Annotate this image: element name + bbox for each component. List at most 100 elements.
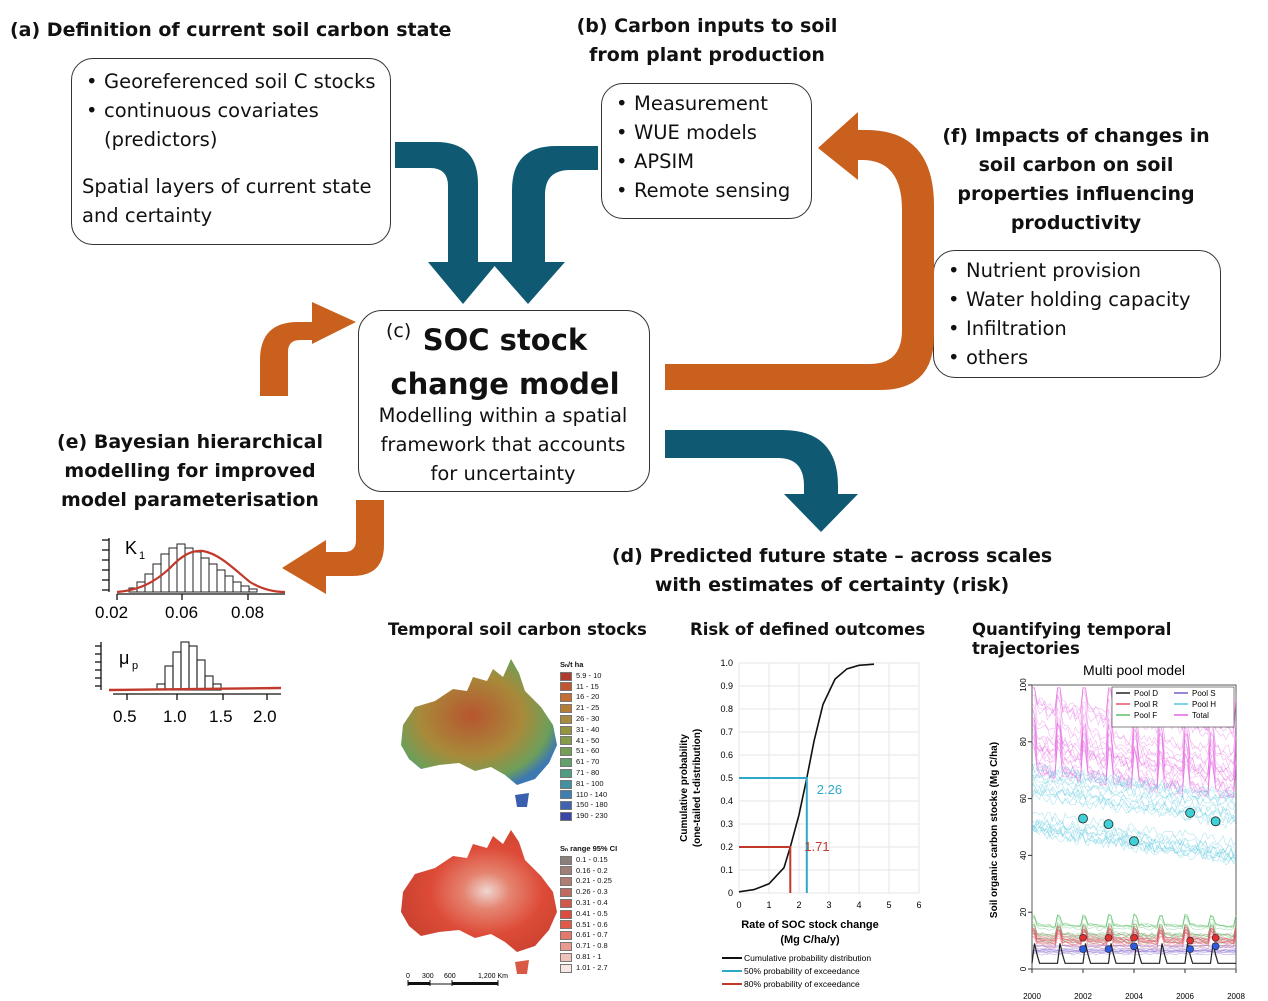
y-tick-label: 0 [728, 888, 733, 898]
legend-row: 0.16 - 0.2 [560, 866, 617, 877]
legend-entry: Pool F [1134, 711, 1157, 720]
tick-label: 2.0 [253, 707, 277, 726]
legend-entry: 50% probability of exceedance [744, 966, 860, 976]
mup-prior-line [108, 686, 282, 692]
pool-s-trace [1031, 952, 1237, 956]
total-trace [1031, 719, 1237, 779]
legend-swatch [560, 671, 572, 681]
list-item: Nutrient provision [944, 256, 1214, 285]
p80-annotation: 1.71 [804, 839, 829, 854]
tasmania-shape [515, 793, 529, 807]
legend-swatch [560, 747, 572, 757]
y-tick-label: 0.4 [720, 796, 733, 806]
scale-tick: 0 [406, 973, 410, 980]
legend-swatch [560, 768, 572, 778]
legend-entry: Pool H [1192, 700, 1216, 709]
scale-tick: 300 [422, 973, 434, 980]
legend-label: 0.31 - 0.4 [576, 897, 608, 907]
observation-point [1211, 933, 1220, 942]
total-trace [1031, 723, 1237, 783]
y-tick-label: 0.9 [720, 681, 733, 691]
legend-row: 0.71 - 0.8 [560, 941, 617, 952]
x-tick-label: 2000 [1023, 992, 1041, 1001]
legend-entry: Total [1192, 711, 1209, 720]
legend-row: 0.51 - 0.6 [560, 920, 617, 931]
panel-c-description: Modelling within a spatial framework tha… [378, 404, 628, 485]
legend-swatch [560, 801, 572, 811]
y-tick-label: 0.7 [720, 727, 733, 737]
legend-swatch [560, 888, 572, 898]
observation-point [1103, 819, 1114, 830]
legend-swatch [560, 779, 572, 789]
legend-row: 31 - 40 [560, 725, 608, 736]
legend-swatch [560, 714, 572, 724]
mup-histogram-bars [156, 641, 222, 691]
pool-h-trace [1031, 827, 1237, 866]
total-trace [1031, 741, 1237, 799]
tick-label: 0.02 [95, 603, 128, 622]
legend-swatch [560, 812, 572, 822]
pool-chart: Multi pool model Soil organic carbon sto… [989, 662, 1245, 1001]
legend-swatch [560, 682, 572, 692]
panel-a-bullets: Georeferenced soil C stocks continuous c… [82, 67, 382, 154]
panel-a-box: Georeferenced soil C stocks continuous c… [71, 58, 391, 245]
legend-label: 61 - 70 [576, 757, 600, 767]
legend-swatch [560, 790, 572, 800]
legend-label: 51 - 60 [576, 746, 600, 756]
legend-swatch [560, 736, 572, 746]
risk-legend: Cumulative probability distribution 50% … [722, 953, 871, 989]
panel-d-title: (d) Predicted future state – across scal… [611, 545, 1053, 596]
legend-label: 150 - 180 [576, 800, 608, 810]
tasmania-shape [515, 960, 529, 974]
risk-chart: Cumulative probability (one-tailed t-dis… [679, 658, 922, 989]
legend-swatch [560, 704, 572, 714]
y-tick-label: 20 [1019, 907, 1028, 916]
map-legend-2: Sₙ range 95% CI 0.1 - 0.15 0.16 - 0.2 0.21… [560, 844, 617, 974]
legend-label: 0.41 - 0.5 [576, 908, 608, 918]
teal-arrow-b-to-c [491, 146, 598, 304]
y-tick-label: 40 [1019, 850, 1028, 859]
legend-row: 0.26 - 0.3 [560, 887, 617, 898]
panel-a-note: Spatial layers of current state and cert… [82, 175, 372, 227]
k1-bar [232, 581, 242, 593]
legend-row: 0.31 - 0.4 [560, 898, 617, 909]
teal-arrow-a-to-c [395, 142, 498, 304]
pool-f-trace [1031, 912, 1237, 929]
pool-r-trace [1031, 930, 1237, 945]
australia-shape [401, 830, 557, 952]
pool-h-trace [1031, 826, 1237, 863]
k1-bar [208, 563, 218, 593]
panel-f-title: (f) Impacts of changes in soil carbon on… [942, 125, 1210, 234]
panel-b-bullets: Measurement WUE models APSIM Remote sens… [612, 89, 805, 205]
legend-row: 0.41 - 0.5 [560, 909, 617, 920]
pool-h-trace [1031, 769, 1237, 803]
x-tick-label: 5 [886, 900, 891, 910]
pool-chart-title: Multi pool model [1083, 662, 1185, 678]
legend-label: 81 - 100 [576, 778, 604, 788]
observation-point [1210, 816, 1221, 827]
legend-label: 0.51 - 0.6 [576, 919, 608, 929]
scale-tick: 600 [444, 973, 456, 980]
x-tick-label: 2 [796, 900, 801, 910]
list-item: Remote sensing [612, 176, 805, 205]
legend-row: 110 - 140 [560, 790, 608, 801]
mup-label: μ [119, 648, 129, 668]
pool-h-trace [1031, 811, 1237, 847]
k1-bar [192, 551, 202, 593]
legend-frame [1111, 686, 1235, 728]
legend-swatch [560, 920, 572, 930]
p80-marker [739, 846, 792, 893]
legend-label: 16 - 20 [576, 692, 600, 702]
observation-point [1104, 933, 1113, 942]
pool-s-trace [1031, 950, 1237, 953]
x-tick-label: 2004 [1125, 992, 1143, 1001]
observation-point [1185, 807, 1196, 818]
panel-c-label: (c) [386, 320, 412, 342]
histogram-mup: μ p 0.5 1.0 1.5 2.0 [95, 641, 282, 726]
pool-r-trace [1031, 923, 1237, 938]
list-item: Measurement [612, 89, 805, 118]
pool-f-trace [1031, 921, 1237, 937]
observation-point [1211, 942, 1220, 951]
x-tick-label: 2008 [1227, 992, 1245, 1001]
